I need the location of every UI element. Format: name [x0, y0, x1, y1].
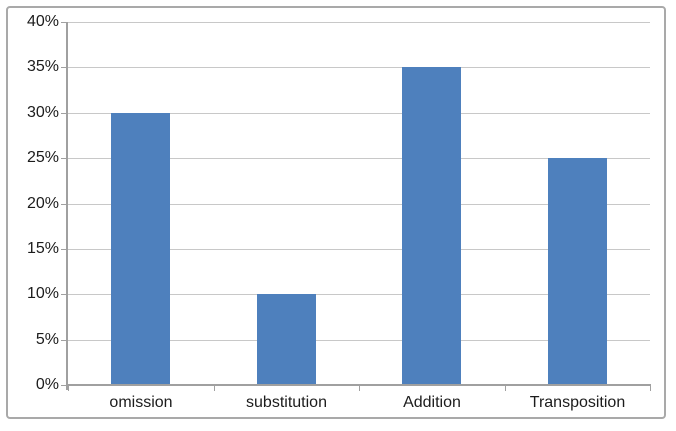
- bar-omission: [111, 112, 171, 385]
- y-tick-15: [61, 248, 67, 250]
- x-tick-3: [504, 386, 506, 391]
- y-axis-label-15: 15%: [26, 239, 59, 257]
- gridline-30: [68, 112, 650, 114]
- gridline-25: [68, 158, 650, 160]
- x-axis-label-omission: omission: [109, 394, 173, 411]
- y-axis-label-35: 35%: [26, 58, 59, 76]
- gridline-20: [68, 203, 650, 205]
- y-axis-label-5: 5%: [35, 330, 59, 348]
- y-tick-40: [61, 22, 67, 23]
- bar-addition: [402, 67, 462, 385]
- y-axis-label-20: 20%: [26, 194, 59, 212]
- x-axis-label-substitution: substitution: [246, 394, 327, 411]
- gridline-40: [68, 22, 650, 23]
- x-axis-label-addition: Addition: [403, 394, 461, 411]
- y-axis-label-40: 40%: [26, 13, 59, 30]
- x-tick-1: [213, 386, 215, 391]
- gridline-35: [68, 67, 650, 69]
- y-axis-label-30: 30%: [26, 103, 59, 121]
- gridline-15: [68, 248, 650, 250]
- y-axis-line: [66, 22, 68, 390]
- y-tick-25: [61, 158, 67, 160]
- chart-outer-border: [6, 6, 666, 419]
- y-axis-label-10: 10%: [26, 285, 59, 303]
- x-tick-4: [650, 386, 651, 391]
- bar-substitution: [256, 294, 316, 385]
- y-tick-5: [61, 339, 67, 341]
- bar-transposition: [547, 158, 607, 385]
- x-axis-line: [68, 384, 651, 386]
- y-tick-10: [61, 294, 67, 296]
- plot-area: [68, 22, 650, 385]
- x-axis-label-transposition: Transposition: [529, 394, 626, 411]
- y-axis-label-0: 0%: [35, 376, 59, 393]
- gridline-10: [68, 294, 650, 296]
- y-axis-label-25: 25%: [26, 149, 59, 167]
- x-tick-2: [359, 386, 360, 391]
- y-tick-0: [61, 385, 67, 386]
- gridline-5: [68, 339, 650, 341]
- y-tick-20: [61, 203, 67, 205]
- y-tick-35: [61, 67, 67, 69]
- y-tick-30: [61, 112, 67, 114]
- x-tick-0: [68, 386, 69, 391]
